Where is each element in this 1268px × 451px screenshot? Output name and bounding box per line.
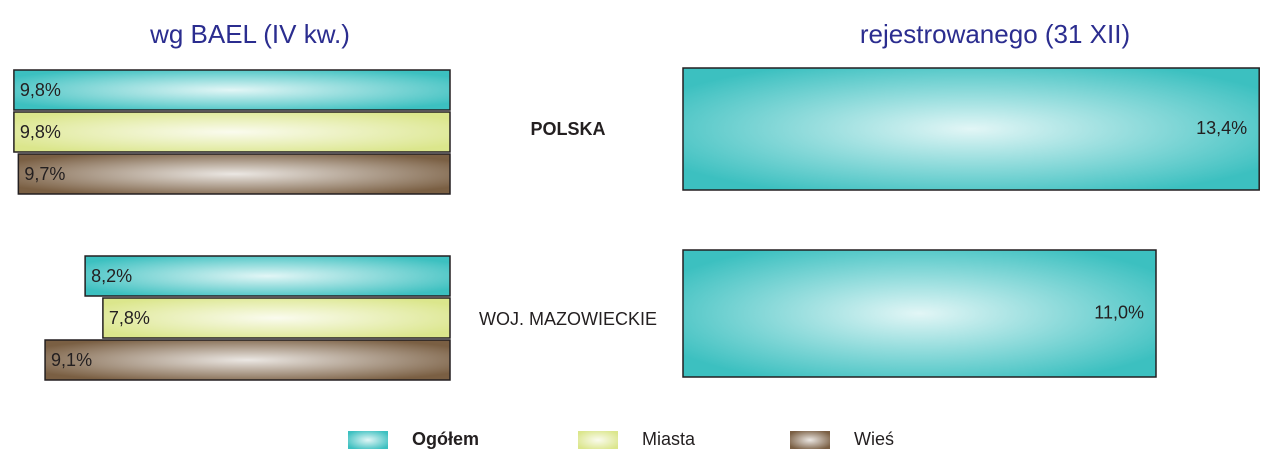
left-title: wg BAEL (IV kw.) xyxy=(149,19,350,49)
category-label: WOJ. MAZOWIECKIE xyxy=(479,309,657,329)
bar xyxy=(13,111,451,153)
legend-swatch xyxy=(578,431,618,449)
category-label: POLSKA xyxy=(530,119,605,139)
value-label: 9,1% xyxy=(51,350,92,370)
bar xyxy=(44,339,451,381)
value-label: 7,8% xyxy=(109,308,150,328)
legend-label: Miasta xyxy=(642,429,696,449)
bar xyxy=(84,255,451,297)
legend-label: Ogółem xyxy=(412,429,479,449)
bar xyxy=(13,69,451,111)
value-label: 11,0% xyxy=(1094,302,1144,322)
legend-label: Wieś xyxy=(854,429,894,449)
bar xyxy=(17,153,451,195)
bar xyxy=(682,249,1157,378)
value-label: 8,2% xyxy=(91,266,132,286)
right-title: rejestrowanego (31 XII) xyxy=(860,19,1130,49)
value-label: 9,8% xyxy=(20,80,61,100)
value-label: 9,8% xyxy=(20,122,61,142)
legend-swatch xyxy=(348,431,388,449)
legend-swatch xyxy=(790,431,830,449)
bar xyxy=(102,297,451,339)
value-label: 13,4% xyxy=(1196,118,1247,138)
bar xyxy=(682,67,1260,191)
value-label: 9,7% xyxy=(24,164,65,184)
